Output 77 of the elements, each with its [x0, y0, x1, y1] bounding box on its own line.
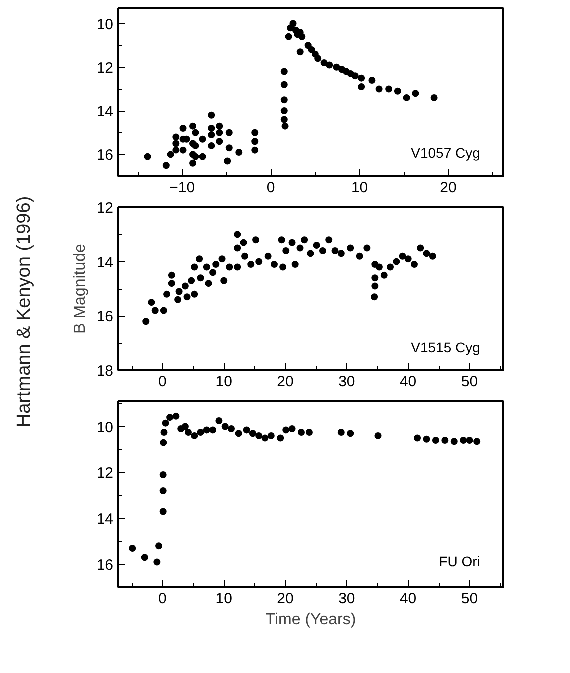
point [210, 426, 217, 434]
point [160, 471, 167, 478]
x-tick-label: 50 [461, 590, 478, 608]
y-tick-label: 14 [96, 511, 114, 528]
x-tick-label: 40 [400, 374, 417, 390]
x-tick-label: 50 [461, 374, 478, 390]
point [160, 429, 168, 436]
text: FU Ori [439, 553, 480, 570]
point [466, 437, 474, 444]
x-tick-label: 30 [338, 590, 356, 608]
y-tick-label: 12 [96, 200, 114, 217]
point [160, 439, 168, 446]
y-tick-label: 12 [96, 465, 114, 482]
point [249, 430, 256, 438]
point [298, 429, 305, 436]
y-tick-label: 10 [96, 419, 114, 436]
point [141, 554, 148, 562]
point [460, 437, 468, 444]
point [442, 437, 449, 444]
x-tick-label: 0 [158, 374, 167, 390]
y-tick-label: 14 [96, 104, 114, 121]
point [414, 434, 422, 442]
point [222, 423, 229, 430]
point [450, 438, 458, 446]
point [277, 434, 284, 442]
point [228, 426, 235, 433]
x-tick-label: 30 [338, 374, 356, 390]
point [160, 488, 167, 495]
point [216, 418, 223, 425]
x-tick-label: 0 [266, 180, 276, 196]
x-tick-label: 20 [277, 374, 294, 390]
x-axis-title: Time (Years) [266, 612, 356, 628]
text: V1057 Cyg [411, 144, 480, 161]
x-tick-label: 20 [277, 590, 294, 608]
point [160, 508, 167, 516]
point [262, 434, 269, 442]
point [432, 437, 440, 444]
point [182, 423, 189, 430]
point [154, 558, 161, 566]
y-axis-title: B Magnitude [72, 244, 89, 334]
point [338, 429, 345, 436]
y-tick-label: 12 [96, 60, 114, 77]
point [288, 426, 296, 433]
x-tick-label: −10 [170, 180, 196, 196]
point [203, 426, 210, 434]
point [166, 414, 174, 422]
point [347, 430, 354, 438]
y-tick-label: 16 [96, 147, 114, 164]
point [191, 432, 198, 440]
y-tick-label: 16 [96, 557, 114, 574]
y-tick-label: 16 [96, 308, 114, 326]
x-tick-label: 20 [440, 180, 457, 196]
x-tick-label: 0 [158, 590, 167, 608]
point [243, 426, 250, 434]
y-tick-label: 10 [96, 16, 114, 34]
point [172, 412, 180, 420]
point [162, 420, 170, 427]
point [268, 432, 275, 440]
x-tick-label: 10 [351, 180, 368, 196]
point [129, 544, 136, 552]
point [282, 426, 290, 434]
y-tick-label: 18 [96, 363, 114, 380]
y-tick-label: 14 [96, 254, 114, 272]
x-tick-label: 10 [216, 374, 232, 390]
text: V1515 Cyg [411, 340, 480, 356]
point [235, 430, 242, 438]
point [306, 429, 313, 436]
point [374, 432, 382, 440]
point [185, 429, 192, 436]
point [156, 542, 163, 550]
point [423, 436, 430, 443]
point [256, 432, 263, 440]
x-tick-label: 40 [400, 590, 417, 608]
point [474, 438, 481, 446]
text: Hartmann & Kenyon (1996) [14, 196, 35, 428]
x-tick-label: 10 [216, 590, 232, 608]
point [197, 429, 204, 436]
